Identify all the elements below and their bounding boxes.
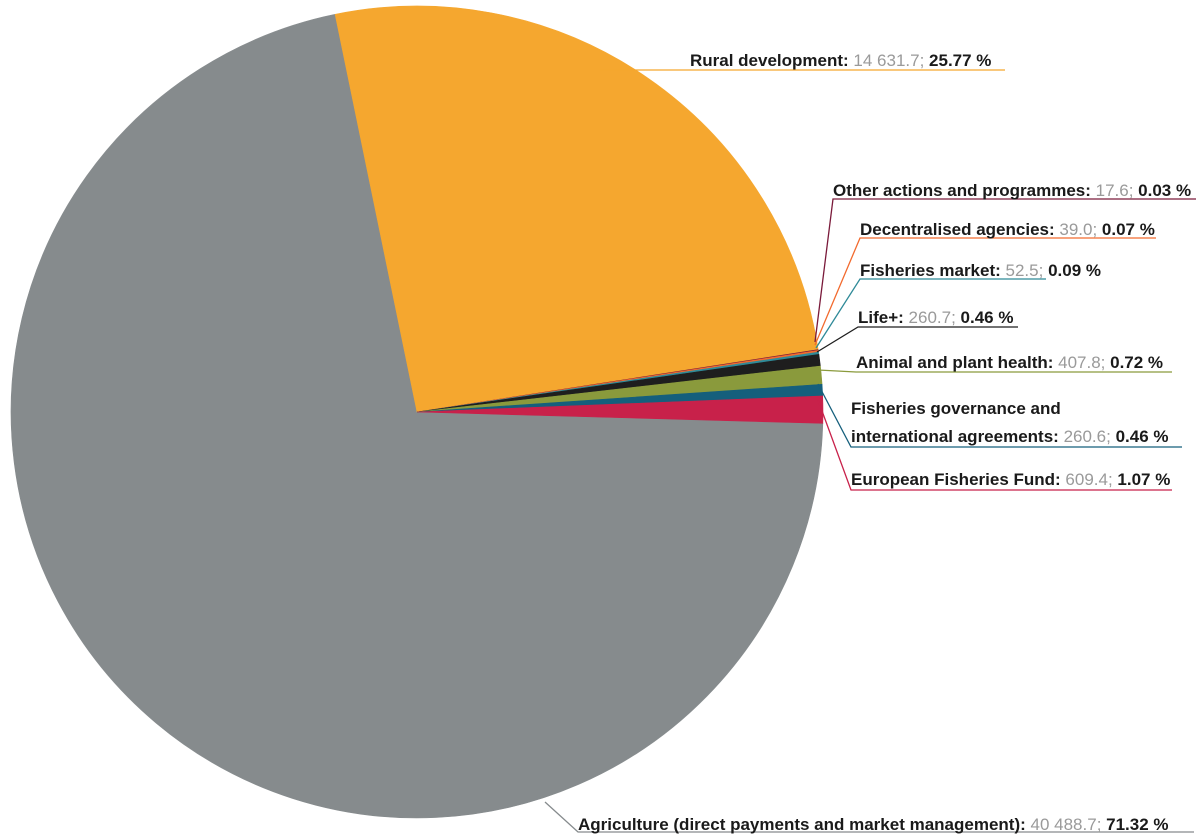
slice-label: Rural development: 14 631.7; 25.77 % xyxy=(690,51,991,70)
slice-label-percent: 25.77 % xyxy=(929,51,991,70)
pie-slices xyxy=(10,5,824,819)
slice-label-value: 52.5; xyxy=(1006,261,1049,280)
leader-line xyxy=(544,801,1194,833)
slice-label-value: 260.6; xyxy=(1064,427,1116,446)
leader-lines xyxy=(544,69,1196,833)
slice-label-line: international agreements: 260.6; 0.46 % xyxy=(851,427,1169,446)
leader-line xyxy=(814,237,1156,346)
slice-label: Fisheries governance and international ag… xyxy=(851,399,1169,446)
pie-slice xyxy=(416,395,824,424)
slice-label-percent: 0.72 % xyxy=(1110,353,1163,372)
slice-label: Fisheries market: 52.5; 0.09 % xyxy=(860,261,1101,280)
slice-label: European Fisheries Fund: 609.4; 1.07 % xyxy=(851,470,1170,489)
slice-label-name: Animal and plant health: xyxy=(856,353,1058,372)
slice-label-line: European Fisheries Fund: 609.4; 1.07 % xyxy=(851,470,1170,489)
leader-line xyxy=(817,399,1172,491)
leader-line xyxy=(814,198,1196,343)
slice-label-line: Rural development: 14 631.7; 25.77 % xyxy=(690,51,991,70)
leader-line xyxy=(817,383,1182,448)
slice-label-value: 609.4; xyxy=(1065,470,1117,489)
slice-label-line: Animal and plant health: 407.8; 0.72 % xyxy=(856,353,1163,372)
slice-label: Decentralised agencies: 39.0; 0.07 % xyxy=(860,220,1155,239)
slice-label-name: Agriculture (direct payments and market … xyxy=(578,815,1031,834)
slice-label-value: 39.0; xyxy=(1059,220,1102,239)
slice-label-name: Rural development: xyxy=(690,51,853,70)
slice-label: Life+: 260.7; 0.46 % xyxy=(858,308,1013,327)
slice-label-percent: 0.46 % xyxy=(961,308,1014,327)
slice-label-name: Life+: xyxy=(858,308,909,327)
slice-label: Agriculture (direct payments and market … xyxy=(578,815,1169,834)
slice-label-value: 17.6; xyxy=(1096,181,1139,200)
slice-label-name: Fisheries governance and xyxy=(851,399,1061,418)
slice-labels: Agriculture (direct payments and market … xyxy=(578,51,1191,834)
slice-label-line: Other actions and programmes: 17.6; 0.03… xyxy=(833,181,1191,200)
slice-label-percent: 0.03 % xyxy=(1138,181,1191,200)
leader-line xyxy=(816,326,1018,353)
slice-label-percent: 0.07 % xyxy=(1102,220,1155,239)
slice-label-line: Life+: 260.7; 0.46 % xyxy=(858,308,1013,327)
slice-label-name: European Fisheries Fund: xyxy=(851,470,1065,489)
pie-slice xyxy=(334,5,819,413)
slice-label-line: Agriculture (direct payments and market … xyxy=(578,815,1169,834)
slice-label-name: international agreements: xyxy=(851,427,1064,446)
slice-label-line: Decentralised agencies: 39.0; 0.07 % xyxy=(860,220,1155,239)
slice-label-name: Fisheries market: xyxy=(860,261,1006,280)
slice-label: Animal and plant health: 407.8; 0.72 % xyxy=(856,353,1163,372)
slice-label-value: 260.7; xyxy=(909,308,961,327)
leader-line xyxy=(815,278,1046,349)
slice-label: Other actions and programmes: 17.6; 0.03… xyxy=(833,181,1191,200)
pie-slice xyxy=(10,13,824,819)
slice-label-percent: 0.46 % xyxy=(1116,427,1169,446)
slice-label-percent: 0.09 % xyxy=(1048,261,1101,280)
slice-label-name: Decentralised agencies: xyxy=(860,220,1059,239)
slice-label-line: Fisheries market: 52.5; 0.09 % xyxy=(860,261,1101,280)
slice-label-value: 40 488.7; xyxy=(1031,815,1107,834)
leader-line xyxy=(817,369,1172,373)
slice-label-value: 407.8; xyxy=(1058,353,1110,372)
slice-label-percent: 1.07 % xyxy=(1117,470,1170,489)
slice-label-name: Other actions and programmes: xyxy=(833,181,1096,200)
slice-label-percent: 71.32 % xyxy=(1106,815,1168,834)
slice-label-value: 14 631.7; xyxy=(853,51,929,70)
